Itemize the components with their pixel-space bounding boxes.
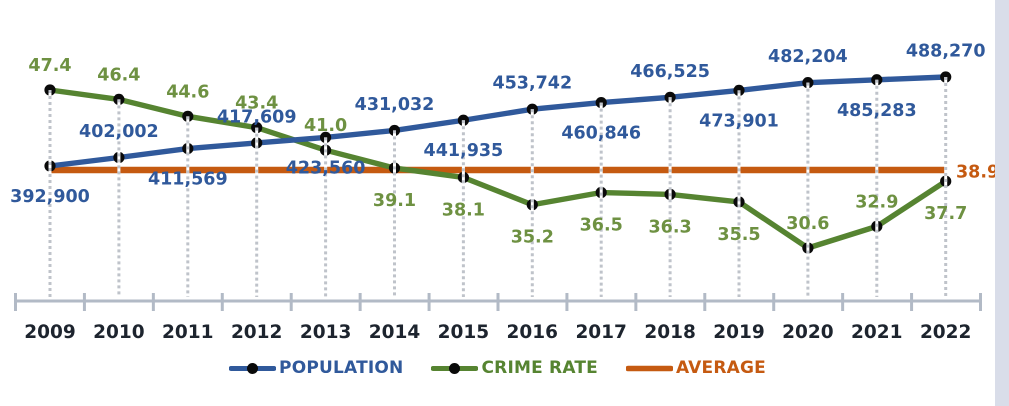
- legend-item-average: AVERAGE: [625, 358, 766, 378]
- population-data-label: 411,569: [148, 170, 228, 190]
- crime-rate-data-label: 39.1: [373, 191, 416, 211]
- x-axis-year-label: 2014: [369, 322, 421, 343]
- crime-rate-data-label: 47.4: [28, 56, 71, 76]
- x-axis-year-label: 2018: [644, 322, 696, 343]
- x-axis-year-label: 2016: [507, 322, 559, 343]
- population-data-label: 473,901: [699, 111, 779, 131]
- crime-rate-line-swatch-icon: [431, 362, 479, 374]
- population-data-label: 392,900: [10, 187, 90, 207]
- crime-rate-data-label: 37.7: [924, 204, 967, 224]
- legend-item-crime-rate: CRIME RATE: [431, 358, 598, 378]
- crime-rate-data-label: 36.5: [580, 216, 623, 236]
- population-data-label: 460,846: [561, 124, 641, 144]
- crime-rate-data-label: 32.9: [855, 192, 898, 212]
- right-edge-strip: [995, 0, 1009, 406]
- x-axis-year-label: 2019: [713, 322, 765, 343]
- x-axis-year-label: 2020: [782, 322, 834, 343]
- population-data-label: 431,032: [355, 95, 435, 115]
- average-data-label: 38.9: [956, 162, 999, 182]
- population-data-label: 482,204: [768, 47, 848, 67]
- x-axis-year-label: 2013: [300, 322, 352, 343]
- legend-label-population: POPULATION: [279, 358, 404, 378]
- population-line-swatch-icon: [229, 362, 277, 374]
- crime-rate-data-label: 44.6: [166, 82, 209, 102]
- chart-legend: POPULATION CRIME RATE AVERAGE: [0, 358, 995, 378]
- population-crime-rate-chart: 392,900 47.4 402,002 46.4 411,569 44.6 417,609…: [10, 42, 999, 344]
- legend-swatch-marker-0: [247, 362, 259, 374]
- population-data-label: 423,560: [286, 158, 366, 178]
- crime-rate-line: [47, 87, 949, 251]
- x-axis-year-label: 2017: [575, 322, 627, 343]
- population-data-label: 402,002: [79, 122, 159, 142]
- x-axis-year-label: 2015: [438, 322, 490, 343]
- population-data-label: 417,609: [217, 107, 297, 127]
- average-line-swatch-icon: [625, 365, 673, 371]
- population-data-label: 485,283: [837, 101, 917, 121]
- crime-rate-data-label: 43.4: [235, 94, 278, 114]
- x-axis-year-label: 2009: [24, 322, 76, 343]
- legend-swatch-marker-1: [449, 362, 461, 374]
- crime-rate-data-label: 35.5: [717, 225, 760, 245]
- x-axis-year-label: 2012: [231, 322, 283, 343]
- crime-rate-data-label: 36.3: [649, 217, 692, 237]
- legend-label-crime-rate: CRIME RATE: [481, 358, 598, 378]
- x-axis-year-label: 2022: [920, 322, 972, 343]
- population-marker: [320, 131, 332, 143]
- crime-rate-data-label: 30.6: [786, 214, 829, 234]
- crime-rate-data-label: 35.2: [511, 228, 554, 248]
- population-data-label: 453,742: [492, 74, 572, 94]
- legend-label-average: AVERAGE: [675, 358, 766, 378]
- population-data-label: 488,270: [906, 42, 986, 62]
- population-line: [47, 74, 949, 169]
- x-axis-year-label: 2010: [93, 322, 145, 343]
- population-data-label: 466,525: [630, 62, 710, 82]
- legend-item-population: POPULATION: [229, 358, 403, 378]
- crime-rate-data-label: 38.1: [442, 200, 485, 220]
- crime-rate-data-label: 41.0: [304, 116, 347, 136]
- population-data-label: 441,935: [424, 141, 504, 161]
- x-axis-year-label: 2021: [851, 322, 903, 343]
- crime-rate-data-label: 46.4: [97, 65, 140, 85]
- x-axis-year-label: 2011: [162, 322, 214, 343]
